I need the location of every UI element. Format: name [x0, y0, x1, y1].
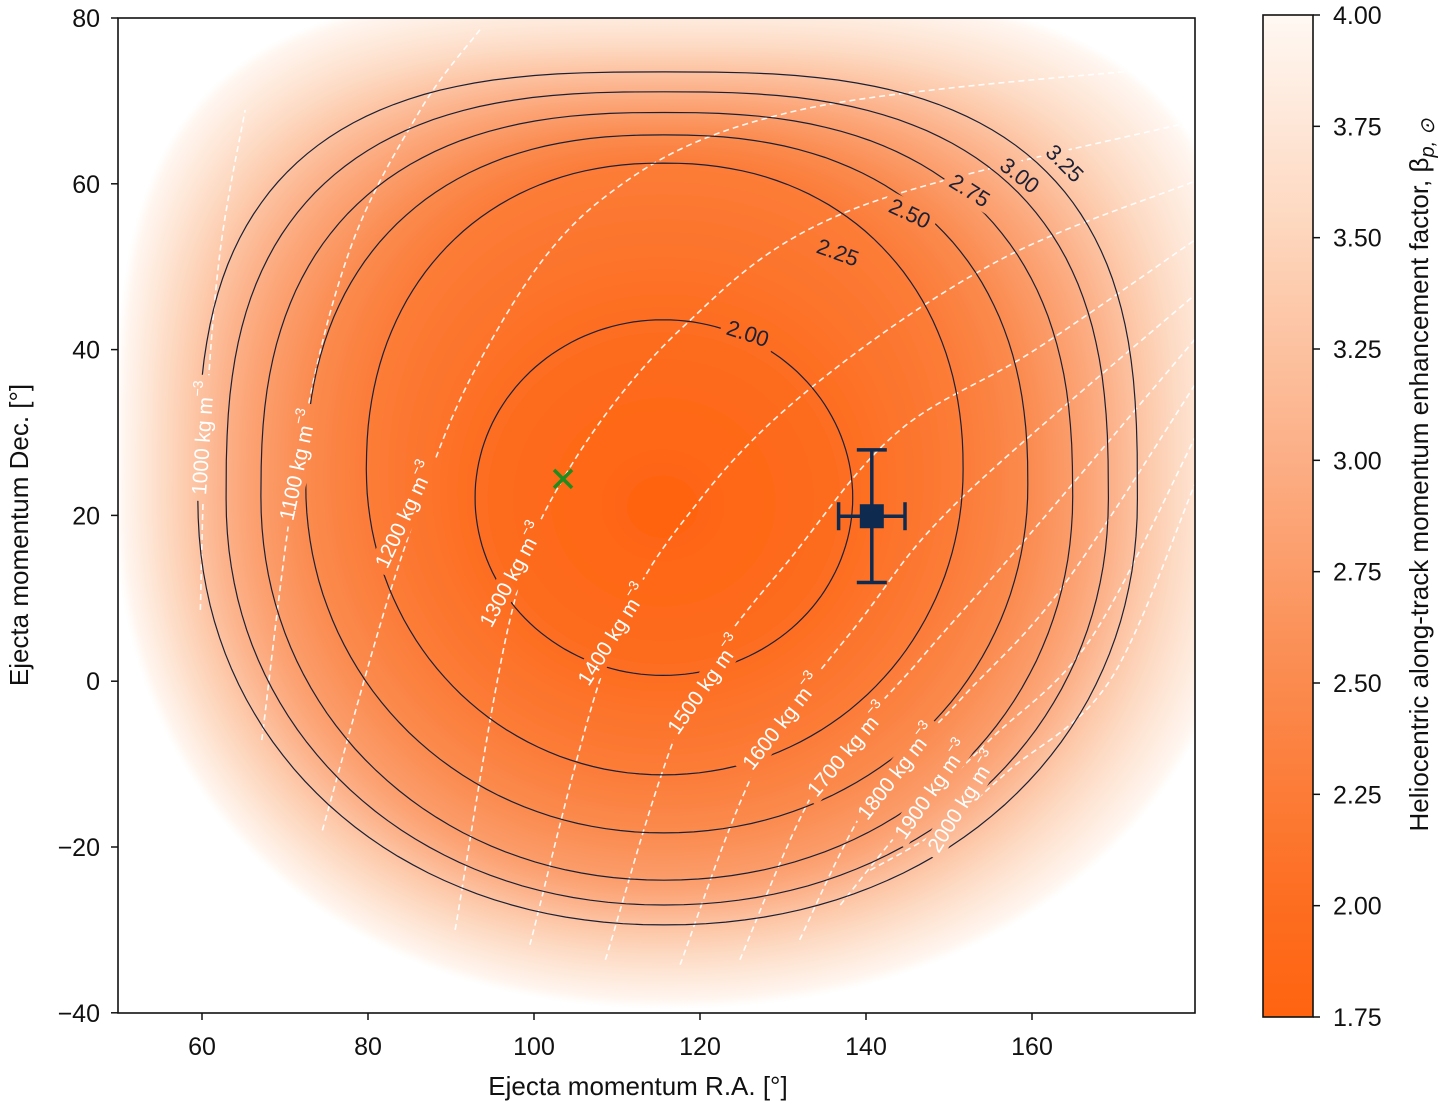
colorbar-tick-label: 3.50: [1333, 225, 1382, 253]
y-tick-label: −40: [58, 1000, 100, 1028]
measurement-square: [859, 504, 884, 529]
colorbar-gradient: [1262, 14, 1314, 1018]
density-line: [604, 239, 1195, 960]
density-exponent: −3: [189, 380, 206, 397]
colorbar-tick-label: 2.50: [1333, 670, 1382, 698]
contour-line: [225, 91, 1110, 906]
colorbar-tick-label: 2.75: [1333, 559, 1382, 587]
y-tick-label: 0: [86, 668, 100, 696]
y-axis: −40 −20 0 20 40 60 80: [58, 5, 118, 1028]
contour-lines: [197, 71, 1139, 926]
colorbar: 1.75 2.00 2.25 2.50 2.75 3.00 3.25 3.50 3.75 4.00…: [1262, 2, 1439, 1032]
density-exponent: −3: [970, 744, 992, 766]
colorbar-label-subscript: p, ⊙: [1417, 118, 1439, 158]
colorbar-tick-label: 3.75: [1333, 113, 1382, 141]
x-tick-label: 160: [1011, 1033, 1053, 1061]
colorbar-tick-label: 3.25: [1333, 336, 1382, 364]
density-line: [798, 384, 1195, 941]
measurement-marker: [836, 448, 907, 585]
colorbar-tick-label: 2.00: [1333, 893, 1382, 921]
x-tick-label: 140: [845, 1033, 887, 1061]
density-exponent: −3: [715, 628, 737, 650]
colorbar-label: Heliocentric along-track momentum enhanc…: [1404, 118, 1439, 831]
y-tick-label: 20: [72, 502, 100, 530]
y-tick-label: −20: [58, 834, 100, 862]
density-line: [839, 437, 1195, 906]
x-tick-label: 60: [188, 1033, 216, 1061]
density-exponent: −3: [290, 406, 309, 425]
y-tick-label: 60: [72, 171, 100, 199]
x-tick-label: 100: [513, 1033, 555, 1061]
colorbar-label-symbol: β: [1404, 158, 1434, 173]
density-line: [260, 29, 481, 741]
contour-line: [474, 319, 854, 677]
density-exponent: −3: [620, 577, 642, 599]
contour-line: [305, 134, 1029, 834]
x-axis-label: Ejecta momentum R.A. [°]: [488, 1071, 787, 1101]
colorbar-tick-label: 3.00: [1333, 447, 1382, 475]
contour-line: [260, 111, 1074, 881]
density-line: [454, 120, 1195, 931]
y-axis-label: Ejecta momentum Dec. [°]: [4, 384, 34, 686]
colorbar-tick-label: 1.75: [1333, 1004, 1382, 1032]
density-line: [869, 484, 1195, 871]
density-line: [199, 109, 246, 610]
density-line: [739, 339, 1195, 961]
cross-marker: [552, 468, 574, 490]
density-exponent: −3: [516, 516, 538, 538]
density-exponent: −3: [407, 456, 428, 477]
heatmap-level: [627, 475, 699, 538]
colorbar-label-text: Heliocentric along-track momentum enhanc…: [1404, 172, 1434, 831]
colorbar-tick-label: 2.25: [1333, 781, 1382, 809]
heatmap: [119, 18, 1195, 1005]
contour-line: [197, 71, 1139, 926]
y-tick-label: 40: [72, 337, 100, 365]
contour-line: [365, 162, 964, 776]
markers: [552, 448, 907, 585]
x-axis: 60 80 100 120 140 160: [188, 1013, 1053, 1061]
density-line: [529, 180, 1195, 946]
y-tick-label: 80: [72, 5, 100, 33]
x-tick-label: 120: [679, 1033, 721, 1061]
density-lines: [199, 29, 1195, 966]
colorbar-tick-label: 4.00: [1333, 2, 1382, 30]
density-exponent: −3: [942, 733, 964, 755]
x-tick-label: 80: [354, 1033, 382, 1061]
